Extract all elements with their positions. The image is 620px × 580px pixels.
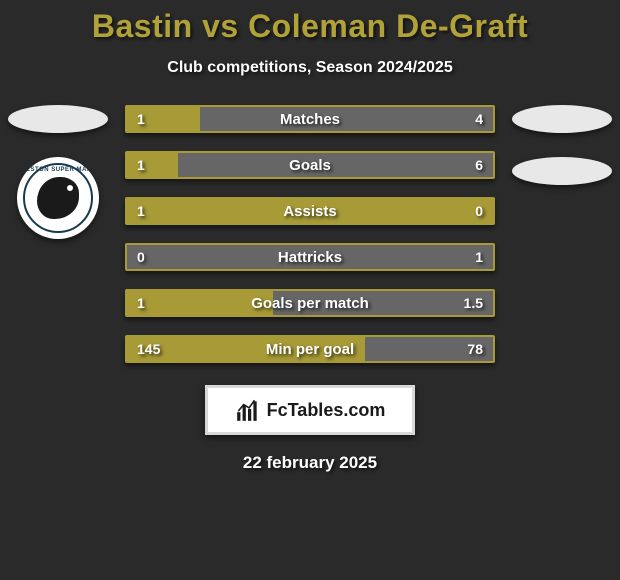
club-badge-text: WESTON SUPER MARE bbox=[17, 167, 99, 173]
page-title: Bastin vs Coleman De-Graft bbox=[0, 8, 620, 45]
page-subtitle: Club competitions, Season 2024/2025 bbox=[0, 59, 620, 77]
stat-label: Assists bbox=[127, 199, 493, 223]
club-badge-bird-icon bbox=[37, 177, 79, 219]
stat-row: 14Matches bbox=[125, 105, 495, 133]
right-player-column bbox=[512, 105, 612, 185]
stat-label: Min per goal bbox=[127, 337, 493, 361]
stat-label: Matches bbox=[127, 107, 493, 131]
fctables-logo: FcTables.com bbox=[205, 385, 415, 435]
comparison-infographic: Bastin vs Coleman De-Graft Club competit… bbox=[0, 0, 620, 580]
footer-date: 22 february 2025 bbox=[0, 453, 620, 473]
left-player-column: WESTON SUPER MARE bbox=[8, 105, 108, 239]
club-badge-weston: WESTON SUPER MARE bbox=[17, 157, 99, 239]
stat-label: Goals bbox=[127, 153, 493, 177]
player-photo-placeholder bbox=[512, 105, 612, 133]
player-photo-placeholder bbox=[8, 105, 108, 133]
content-area: WESTON SUPER MARE 14Matches 16Goals 10Assi… bbox=[0, 105, 620, 363]
fctables-logo-text: FcTables.com bbox=[267, 400, 386, 421]
stat-label: Hattricks bbox=[127, 245, 493, 269]
bar-chart-icon bbox=[235, 397, 261, 423]
stat-row: 16Goals bbox=[125, 151, 495, 179]
stat-row: 01Hattricks bbox=[125, 243, 495, 271]
stat-label: Goals per match bbox=[127, 291, 493, 315]
stat-row: 14578Min per goal bbox=[125, 335, 495, 363]
stat-row: 11.5Goals per match bbox=[125, 289, 495, 317]
club-badge-placeholder bbox=[512, 157, 612, 185]
stat-bars-container: 14Matches 16Goals 10Assists 01Hattricks 11.5… bbox=[125, 105, 495, 363]
stat-row: 10Assists bbox=[125, 197, 495, 225]
